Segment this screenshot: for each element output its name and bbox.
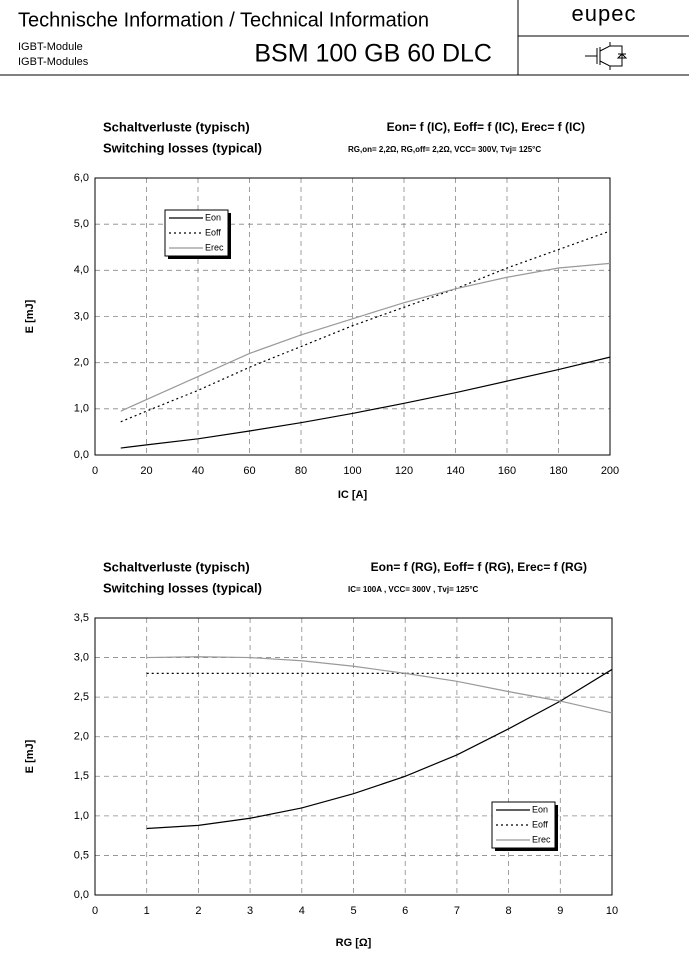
data-line: [120, 262, 611, 412]
y-tick-label: 2,0: [74, 357, 89, 369]
y-tick-label: 2,0: [74, 731, 89, 743]
part-number: BSM 100 GB 60 DLC: [254, 40, 492, 68]
x-tick-label: 6: [402, 905, 408, 917]
legend-label: Erec: [532, 834, 551, 844]
x-tick-label: 2: [195, 905, 201, 917]
y-tick-label: 1,0: [74, 403, 89, 415]
y-tick-label: 0,0: [74, 889, 89, 901]
x-tick-label: 120: [395, 465, 413, 477]
x-tick-label: 180: [549, 465, 567, 477]
data-line: [146, 668, 613, 830]
x-tick-label: 40: [192, 465, 204, 477]
x-tick-label: 4: [299, 905, 305, 917]
x-tick-label: 3: [247, 905, 253, 917]
y-axis-label: E [mJ]: [24, 299, 36, 333]
chart-title: Switching losses (typical): [103, 580, 262, 595]
data-line: [146, 656, 613, 714]
y-tick-label: 5,0: [74, 218, 89, 230]
x-axis-label: RG [Ω]: [336, 937, 372, 949]
x-tick-label: 140: [446, 465, 464, 477]
header-line: IGBT-Modules: [18, 56, 89, 68]
chart-formula: Eon= f (RG), Eoff= f (RG), Erec= f (RG): [371, 560, 587, 574]
legend-label: Eoff: [205, 227, 221, 237]
brand: eupec: [572, 1, 637, 26]
chart-title: Switching losses (typical): [103, 140, 262, 155]
plot-frame: [94, 617, 613, 896]
x-tick-label: 60: [243, 465, 255, 477]
x-tick-label: 80: [295, 465, 307, 477]
data-line: [120, 356, 611, 449]
header-line: IGBT-Module: [18, 41, 83, 53]
legend-label: Eon: [205, 212, 221, 222]
chart-formula: Eon= f (IC), Eoff= f (IC), Erec= f (IC): [387, 120, 585, 134]
x-tick-label: 100: [343, 465, 361, 477]
x-tick-label: 10: [606, 905, 618, 917]
chart-title: Schaltverluste (typisch): [103, 559, 250, 574]
x-tick-label: 200: [601, 465, 619, 477]
y-tick-label: 6,0: [74, 172, 89, 184]
y-tick-label: 1,5: [74, 770, 89, 782]
data-line: [120, 230, 611, 423]
legend-label: Erec: [205, 242, 224, 252]
y-tick-label: 3,0: [74, 310, 89, 322]
y-tick-label: 0,0: [74, 449, 89, 461]
chart-subtitle: IC= 100A , VCC= 300V , Tvj= 125°C: [348, 585, 479, 594]
x-tick-label: 160: [498, 465, 516, 477]
chart-subtitle: RG,on= 2,2Ω, RG,off= 2,2Ω, VCC= 300V, Tv…: [348, 145, 541, 154]
y-tick-label: 3,5: [74, 612, 89, 624]
y-tick-label: 0,5: [74, 849, 89, 861]
legend-label: Eoff: [532, 819, 548, 829]
x-axis-label: IC [A]: [338, 489, 368, 501]
y-tick-label: 4,0: [74, 264, 89, 276]
x-tick-label: 7: [454, 905, 460, 917]
igbt-symbol: [585, 42, 628, 70]
plot-frame: [94, 177, 611, 456]
x-tick-label: 9: [557, 905, 563, 917]
y-tick-label: 2,5: [74, 691, 89, 703]
header-title: Technische Information / Technical Infor…: [18, 9, 429, 31]
y-tick-label: 1,0: [74, 810, 89, 822]
chart-title: Schaltverluste (typisch): [103, 119, 250, 134]
y-axis-label: E [mJ]: [24, 739, 36, 773]
x-tick-label: 5: [350, 905, 356, 917]
legend-label: Eon: [532, 804, 548, 814]
x-tick-label: 0: [92, 905, 98, 917]
y-tick-label: 3,0: [74, 651, 89, 663]
x-tick-label: 20: [140, 465, 152, 477]
x-tick-label: 8: [506, 905, 512, 917]
x-tick-label: 1: [144, 905, 150, 917]
x-tick-label: 0: [92, 465, 98, 477]
